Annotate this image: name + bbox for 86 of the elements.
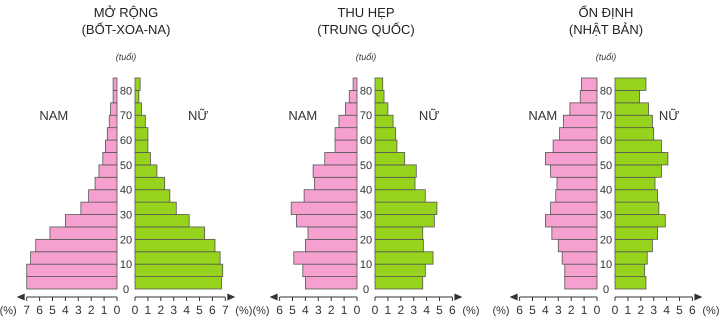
- y-tick-label: 10: [600, 259, 612, 272]
- y-tick-label: 80: [120, 85, 132, 98]
- x-tick-label: 1: [384, 303, 392, 317]
- x-tick-label: 2: [568, 303, 575, 317]
- x-tick-label: 2: [397, 303, 404, 317]
- x-tick-label: 1: [624, 303, 632, 317]
- series-label: NAM: [528, 108, 558, 124]
- x-tick-label: 1: [580, 303, 588, 317]
- x-tick-label: 2: [157, 303, 164, 317]
- y-tick-label: 20: [360, 234, 372, 246]
- chart-subtitle: (NHẬT BẢN): [568, 22, 644, 37]
- x-tick-label: 3: [74, 303, 82, 317]
- y-tick-label: 30: [600, 210, 612, 222]
- x-tick-label: 6: [209, 303, 216, 317]
- x-tick-label: 6: [36, 303, 44, 317]
- chart-title: MỞ RỘNG: [94, 5, 158, 20]
- x-tick-label: 7: [23, 303, 30, 317]
- y-tick-label: 70: [120, 110, 132, 122]
- x-tick-label: 6: [449, 303, 456, 317]
- x-axis-title: (%): [492, 305, 510, 317]
- y-tick-label: 60: [360, 135, 372, 148]
- y-tick-label: 0: [362, 284, 370, 296]
- x-tick-label: 6: [276, 303, 284, 317]
- y-axis-title: (tuổi): [116, 52, 136, 62]
- y-tick-label: 70: [600, 110, 612, 122]
- x-tick-label: 3: [410, 303, 418, 317]
- x-tick-label: 7: [222, 303, 229, 317]
- y-axis-title: (tuổi): [356, 52, 376, 62]
- series-label: NAM: [288, 108, 318, 124]
- chart-title: THU HẸP: [337, 5, 395, 20]
- x-tick-label: 3: [170, 303, 178, 317]
- x-tick-label: 2: [328, 303, 335, 317]
- chart-subtitle: (TRUNG QUỐC): [317, 22, 415, 37]
- y-tick-label: 10: [120, 259, 132, 272]
- x-tick-label: 2: [637, 303, 644, 317]
- x-tick-label: 2: [88, 303, 95, 317]
- x-tick-label: 4: [302, 303, 310, 317]
- y-tick-label: 0: [602, 284, 610, 296]
- x-tick-label: 5: [676, 303, 684, 317]
- x-tick-label: 4: [663, 303, 670, 317]
- x-tick-label: 4: [62, 303, 70, 317]
- y-tick-label: 20: [120, 234, 132, 246]
- text: NAM: [39, 108, 68, 124]
- x-axis-title: (%): [235, 305, 252, 317]
- y-tick-label: 80: [600, 85, 612, 98]
- x-tick-label: 5: [289, 303, 296, 317]
- y-tick-label: 50: [600, 160, 612, 172]
- y-tick-label: 60: [120, 135, 132, 148]
- x-tick-label: 5: [196, 303, 204, 317]
- y-tick-label: 40: [360, 184, 372, 197]
- y-tick-label: 40: [600, 184, 612, 197]
- y-tick-label: 40: [120, 184, 132, 197]
- text: NỮ: [188, 108, 208, 124]
- x-axis-title: (%): [252, 305, 270, 317]
- x-tick-label: 1: [340, 303, 348, 317]
- y-tick-label: 30: [120, 210, 132, 222]
- y-tick-label: 30: [360, 210, 372, 222]
- x-tick-label: 4: [183, 303, 190, 317]
- y-axis-title: (tuổi): [596, 52, 616, 62]
- y-tick-label: 10: [360, 259, 372, 272]
- x-tick-label: 3: [650, 303, 658, 317]
- y-tick-label: 20: [600, 234, 612, 246]
- x-tick-label: 1: [144, 303, 152, 317]
- x-tick-label: 3: [314, 303, 322, 317]
- x-tick-label: 1: [100, 303, 108, 317]
- chart-subtitle: (BỐT-XOA-NA): [82, 22, 170, 37]
- x-tick-label: 4: [423, 303, 430, 317]
- series-label: NỮ: [418, 108, 440, 124]
- chart-title: ỔN ĐỊNH: [578, 5, 634, 20]
- x-tick-label: 5: [529, 303, 536, 317]
- y-tick-label: 50: [360, 160, 372, 172]
- x-tick-label: 6: [689, 303, 696, 317]
- y-tick-label: 80: [360, 85, 372, 98]
- y-tick-label: 60: [600, 135, 612, 148]
- x-axis-title: (%): [0, 305, 17, 317]
- y-tick-label: 0: [122, 284, 130, 296]
- x-axis-title: (%): [462, 305, 480, 317]
- x-tick-label: 5: [49, 303, 56, 317]
- x-tick-label: 3: [554, 303, 562, 317]
- x-tick-label: 5: [436, 303, 444, 317]
- series-label: NỮ: [658, 108, 680, 124]
- y-tick-label: 50: [120, 160, 132, 172]
- x-axis-title: (%): [702, 305, 720, 317]
- x-tick-label: 4: [542, 303, 550, 317]
- y-tick-label: 70: [360, 110, 372, 122]
- x-tick-label: 6: [516, 303, 524, 317]
